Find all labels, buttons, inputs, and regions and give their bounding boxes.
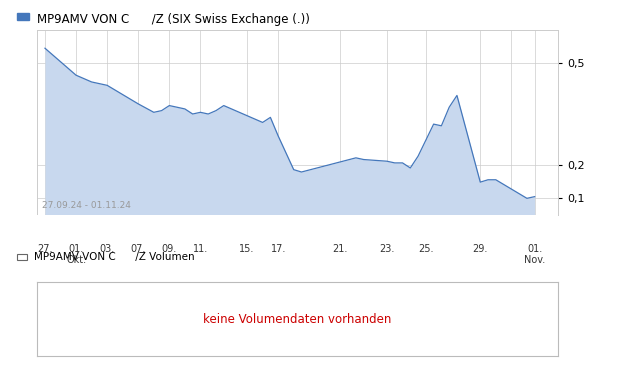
Text: 27.09.24 - 01.11.24: 27.09.24 - 01.11.24 [42,201,131,210]
Text: MP9AMV VON C      /Z Volumen: MP9AMV VON C /Z Volumen [34,252,195,262]
Text: keine Volumendaten vorhanden: keine Volumendaten vorhanden [203,312,392,326]
Text: MP9AMV VON C      /Z (SIX Swiss Exchange (.)): MP9AMV VON C /Z (SIX Swiss Exchange (.)) [37,13,310,26]
